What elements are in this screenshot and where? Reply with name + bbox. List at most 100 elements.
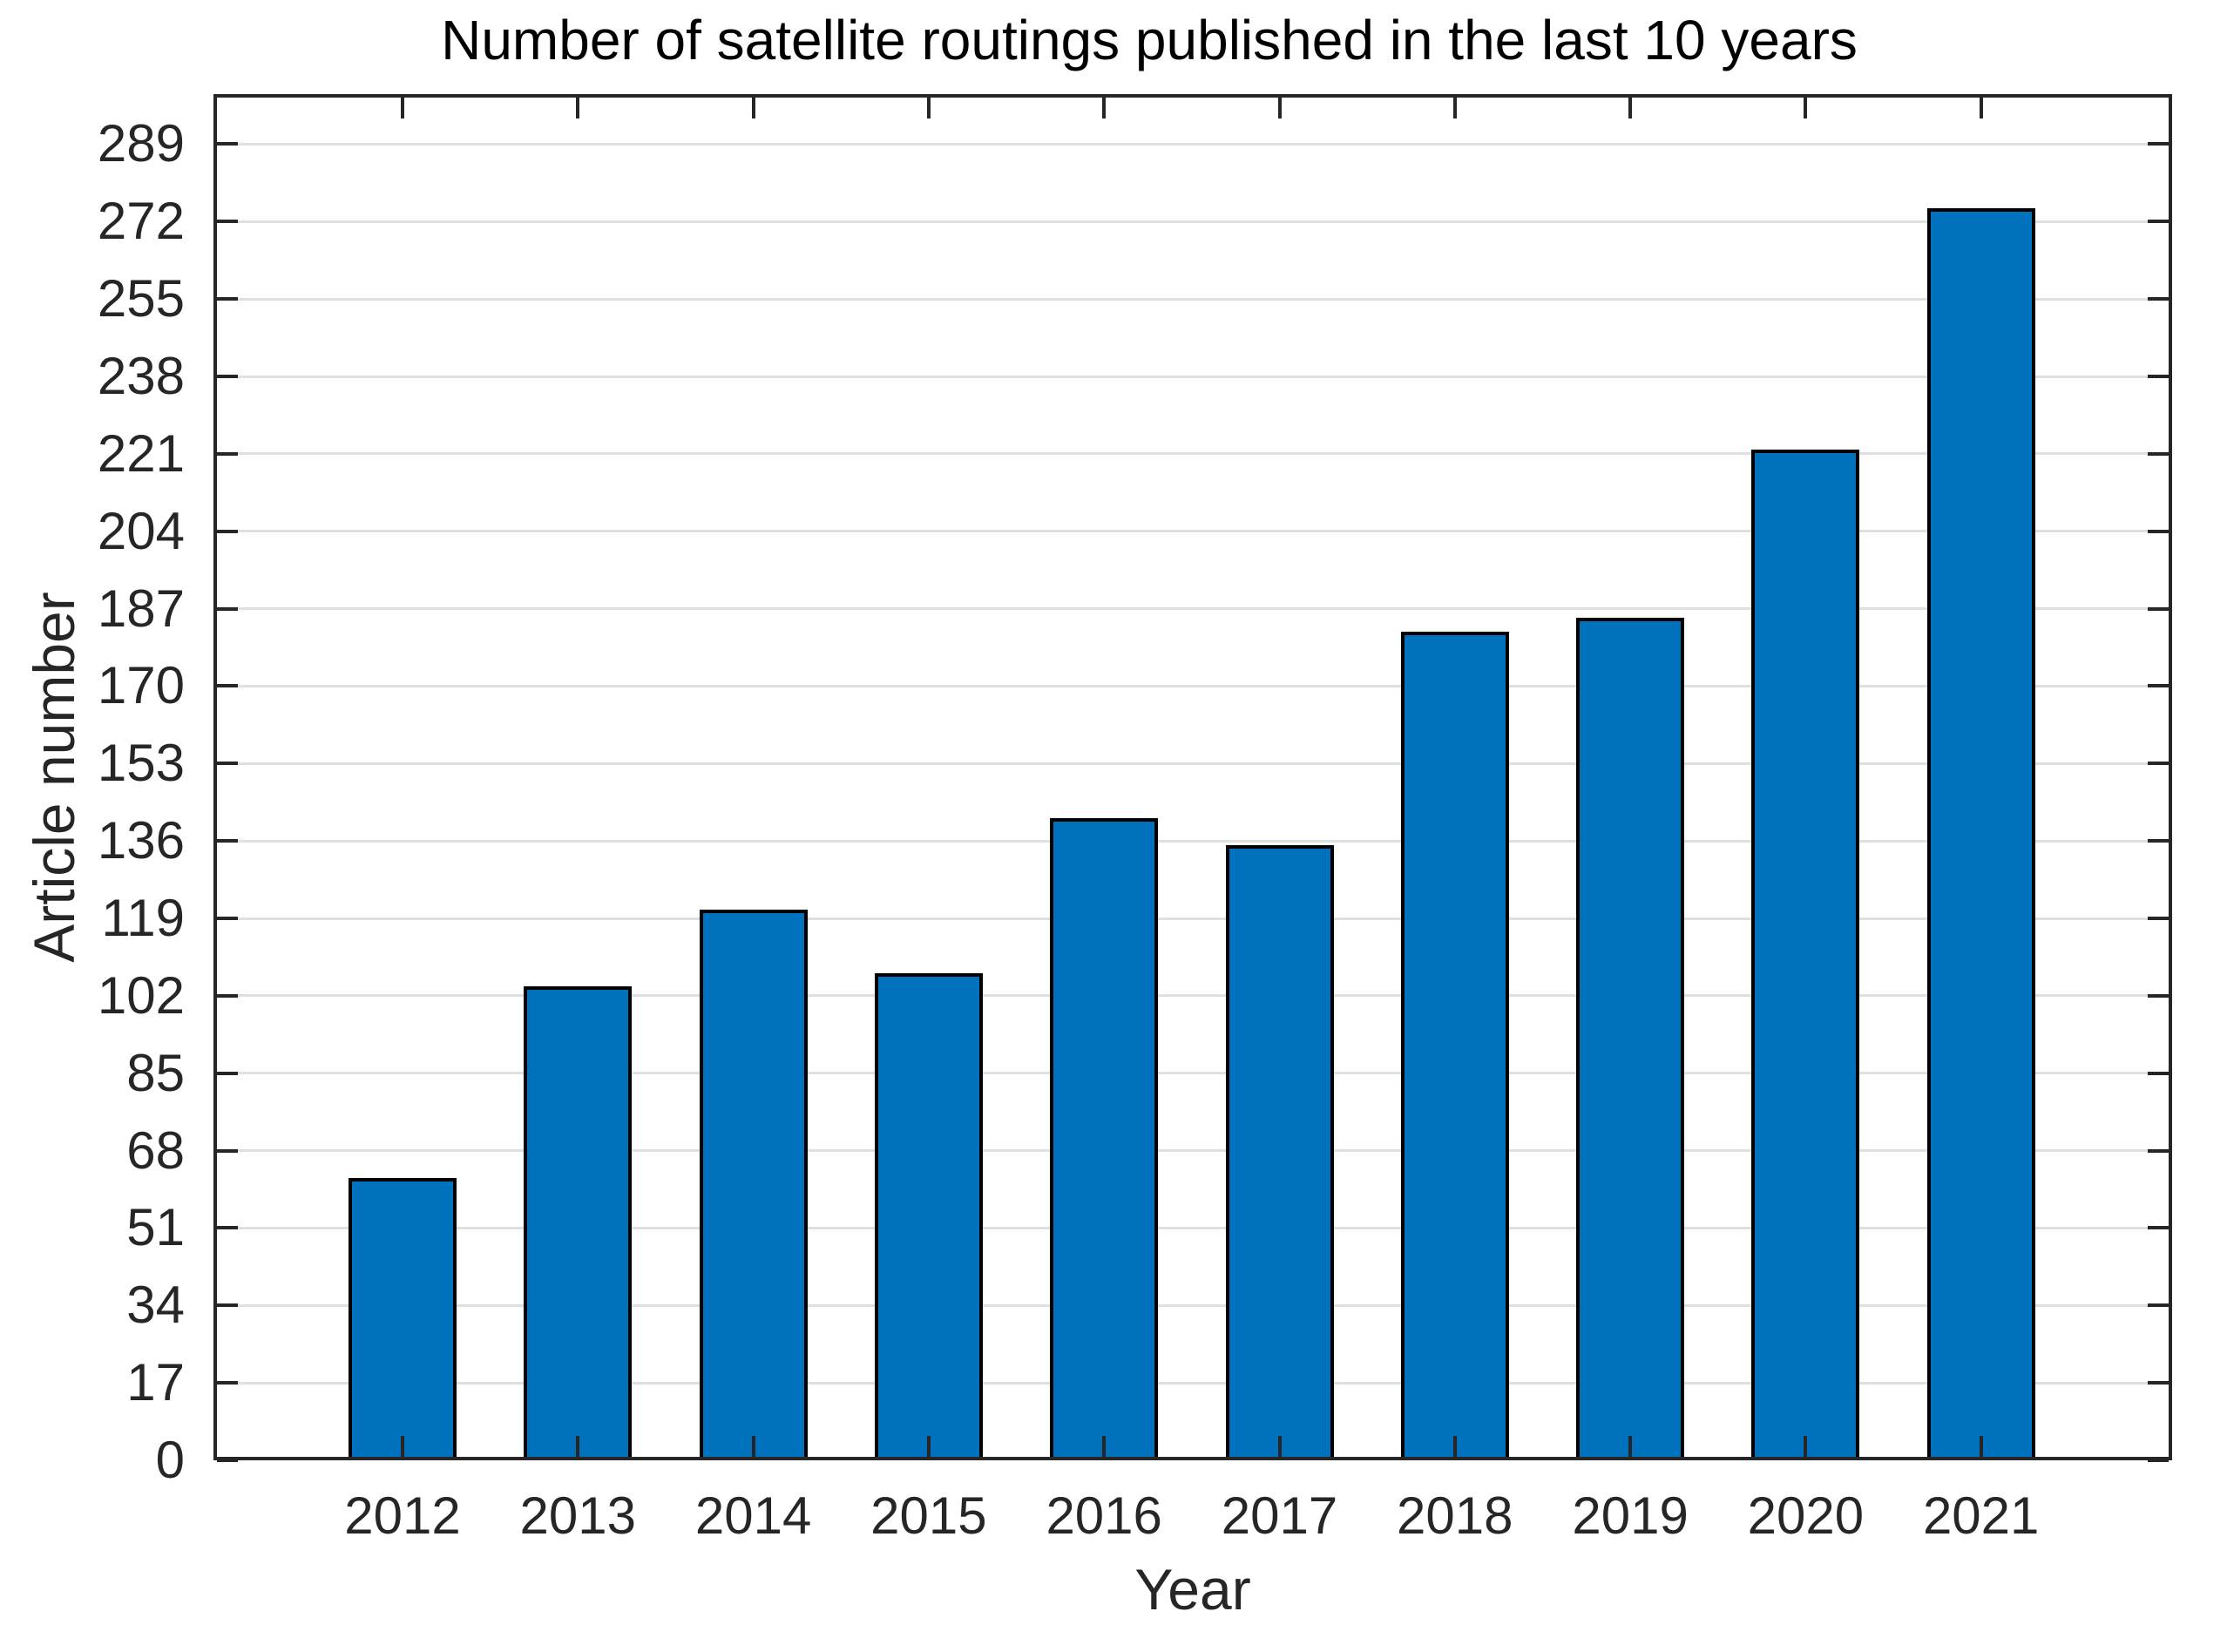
bar-2020 [1751,449,1860,1460]
x-tick-mark [1628,1436,1633,1457]
y-tick-mark [2148,1381,2169,1385]
y-tick-label: 136 [97,811,185,870]
x-tick-mark [1804,98,1808,118]
x-tick-mark [926,98,931,118]
right-spine [2169,94,2172,1460]
y-tick-label: 51 [126,1198,185,1257]
y-tick-mark [217,451,238,456]
y-tick-mark [217,762,238,766]
bar-2018 [1400,631,1509,1460]
y-tick-mark [217,1459,238,1462]
y-tick-mark [217,1381,238,1385]
y-tick-label: 153 [97,734,185,793]
x-tick-label: 2013 [519,1486,637,1545]
gridline [213,220,2172,223]
y-tick-label: 17 [126,1353,185,1412]
x-tick-mark [576,1436,580,1457]
y-tick-label: 187 [97,579,185,638]
y-tick-mark [217,220,238,224]
gridline [213,607,2172,611]
x-tick-label: 2012 [344,1486,461,1545]
bar-2021 [1926,207,2035,1460]
x-tick-mark [401,1436,404,1457]
bar-2015 [874,972,983,1460]
left-spine [213,94,217,1460]
x-tick-label: 2021 [1922,1486,2040,1545]
gridline [213,1303,2172,1307]
x-tick-label: 2018 [1397,1486,1513,1545]
y-tick-label: 68 [126,1121,185,1180]
x-tick-label: 2014 [694,1486,812,1545]
bar-2016 [1050,818,1159,1460]
y-tick-mark [2148,1226,2169,1230]
x-tick-mark [1979,98,1983,118]
y-tick-mark [217,1303,238,1308]
y-tick-mark [2148,142,2169,146]
y-tick-mark [2148,684,2169,688]
plot-area [213,94,2172,1462]
bar-2019 [1576,618,1685,1460]
gridline [213,762,2172,765]
y-tick-label: 255 [97,269,185,328]
x-tick-label: 2017 [1221,1486,1338,1545]
y-tick-mark [2148,1148,2169,1153]
ticks-layer [213,94,2172,1462]
y-tick-label: 238 [97,347,185,406]
gridline [213,1149,2172,1153]
y-tick-mark [2148,1071,2169,1075]
y-tick-mark [2148,297,2169,301]
y-tick-label: 289 [97,114,185,173]
y-tick-label: 102 [97,965,185,1025]
y-tick-mark [2148,220,2169,224]
y-tick-mark [217,993,238,998]
bar-2014 [699,909,808,1460]
gridline [213,375,2172,378]
gridline [213,994,2172,998]
y-tick-mark [2148,917,2169,921]
x-tick-label: 2019 [1572,1486,1689,1545]
gridline [213,452,2172,456]
y-tick-mark [2148,451,2169,456]
y-tick-label: 0 [155,1431,185,1489]
y-tick-mark [217,606,238,611]
y-tick-mark [217,839,238,843]
bar-2012 [349,1177,457,1460]
gridline [213,297,2172,301]
x-tick-mark [751,1436,755,1457]
chart-title: Number of satellite routings published i… [441,9,1858,71]
y-tick-label: 119 [101,889,185,948]
y-tick-mark [2148,1303,2169,1308]
y-tick-mark [2148,839,2169,843]
y-tick-label: 34 [126,1276,185,1335]
y-tick-mark [2148,606,2169,611]
x-tick-mark [401,98,404,118]
y-tick-mark [2148,993,2169,998]
x-tick-mark [1102,98,1107,118]
gridline [213,1072,2172,1075]
top-spine [213,94,2172,98]
gridline [213,142,2172,146]
bars-layer [213,94,2172,1460]
gridline [213,684,2172,687]
bottom-spine [213,1457,2172,1460]
y-tick-label: 170 [97,656,185,715]
x-tick-mark [576,98,580,118]
bar-2017 [1225,845,1334,1460]
y-tick-label: 272 [97,192,185,251]
x-tick-mark [1628,98,1633,118]
y-tick-label: 85 [126,1043,185,1102]
gridline [213,1226,2172,1229]
x-tick-label: 2020 [1747,1486,1865,1545]
y-tick-mark [2148,762,2169,766]
y-tick-label: 221 [97,423,185,483]
y-tick-mark [217,684,238,688]
x-tick-label: 2015 [870,1486,987,1545]
x-tick-mark [1804,1436,1808,1457]
x-tick-mark [1452,98,1457,118]
x-tick-mark [1452,1436,1457,1457]
y-tick-mark [2148,529,2169,533]
y-tick-mark [2148,375,2169,379]
x-tick-label: 2016 [1046,1486,1162,1545]
y-tick-mark [217,1226,238,1230]
